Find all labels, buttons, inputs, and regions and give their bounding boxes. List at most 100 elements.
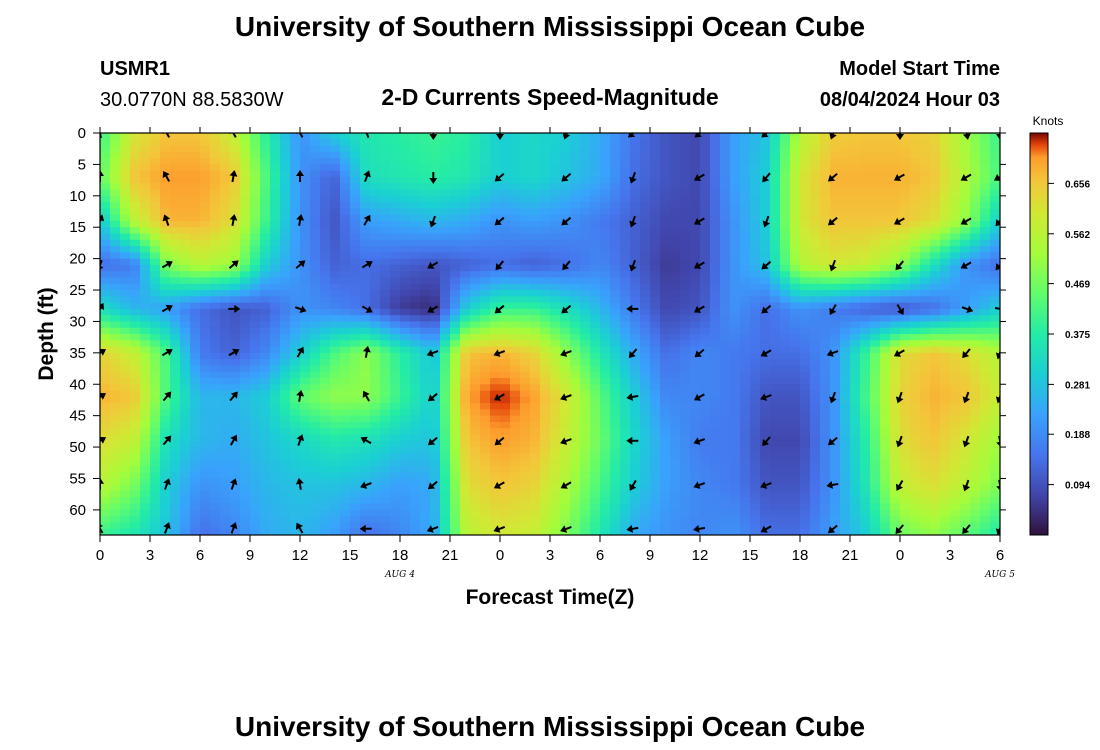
heatmap-cell (490, 302, 501, 310)
heatmap-cell (740, 202, 751, 209)
heatmap-cell (450, 428, 461, 436)
heatmap-cell (480, 315, 491, 323)
heatmap-cell (530, 377, 541, 385)
heatmap-cell (290, 321, 301, 329)
heatmap-cell (630, 195, 641, 203)
heatmap-cell (330, 145, 341, 153)
heatmap-cell (840, 447, 851, 454)
heatmap-cell (240, 334, 251, 341)
heatmap-cell (870, 315, 881, 323)
heatmap-cell (840, 252, 851, 260)
heatmap-cell (680, 352, 691, 360)
heatmap-cell (520, 396, 531, 404)
heatmap-cell (620, 453, 631, 461)
heatmap-cell (880, 377, 891, 385)
heatmap-cell (500, 233, 511, 241)
heatmap-cell (890, 239, 901, 247)
heatmap-cell (650, 428, 661, 436)
heatmap-cell (940, 233, 951, 241)
heatmap-cell (610, 271, 621, 279)
heatmap-cell (720, 390, 731, 398)
heatmap-cell (220, 428, 231, 436)
heatmap-cell (350, 384, 361, 392)
heatmap-cell (270, 283, 281, 291)
heatmap-cell (950, 145, 961, 153)
heatmap-cell (570, 277, 581, 285)
heatmap-cell (100, 327, 111, 335)
heatmap-cell (600, 214, 611, 222)
heatmap-cell (920, 227, 931, 235)
heatmap-cell (230, 277, 241, 285)
heatmap-cell (330, 384, 341, 392)
heatmap-cell (670, 133, 681, 140)
heatmap-cell (300, 465, 311, 473)
heatmap-cell (920, 377, 931, 385)
heatmap-cell (180, 409, 191, 417)
heatmap-cell (350, 145, 361, 153)
heatmap-cell (400, 321, 411, 329)
heatmap-cell (730, 409, 741, 417)
heatmap-cell (180, 453, 191, 461)
heatmap-cell (240, 271, 251, 279)
heatmap-cell (460, 164, 471, 172)
heatmap-cell (870, 220, 881, 228)
heatmap-cell (530, 334, 541, 341)
heatmap-cell (160, 352, 171, 360)
heatmap-cell (150, 384, 161, 392)
heatmap-cell (830, 359, 841, 367)
heatmap-cell (470, 195, 481, 203)
heatmap-cell (330, 271, 341, 279)
heatmap-cell (510, 403, 521, 410)
heatmap-cell (530, 465, 541, 473)
heatmap-cell (820, 220, 831, 228)
heatmap-cell (360, 271, 371, 279)
heatmap-cell (150, 415, 161, 423)
heatmap-cell (350, 264, 361, 272)
heatmap-cell (560, 183, 571, 191)
heatmap-cell (310, 296, 321, 304)
heatmap-cell (970, 246, 981, 253)
heatmap-cell (940, 421, 951, 429)
heatmap-cell (160, 220, 171, 228)
heatmap-cell (920, 271, 931, 279)
heatmap-cell (790, 453, 801, 461)
heatmap-cell (480, 334, 491, 341)
heatmap-cell (170, 384, 181, 392)
heatmap-cell (330, 252, 341, 260)
heatmap-cell (500, 315, 511, 323)
heatmap-cell (970, 472, 981, 480)
heatmap-cell (460, 214, 471, 222)
heatmap-cell (270, 233, 281, 241)
heatmap-cell (230, 409, 241, 417)
heatmap-cell (900, 133, 911, 140)
heatmap-cell (570, 208, 581, 216)
heatmap-cell (750, 258, 761, 266)
heatmap-cell (210, 447, 221, 454)
heatmap-cell (260, 346, 271, 354)
heatmap-cell (190, 409, 201, 417)
heatmap-cell (500, 377, 511, 385)
heatmap-cell (680, 214, 691, 222)
heatmap-cell (850, 277, 861, 285)
heatmap-cell (620, 277, 631, 285)
heatmap-cell (220, 340, 231, 348)
heatmap-cell (930, 371, 941, 379)
heatmap-cell (350, 352, 361, 360)
heatmap-cell (140, 246, 151, 253)
heatmap-cell (120, 283, 131, 291)
heatmap-cell (420, 271, 431, 279)
heatmap-cell (350, 396, 361, 404)
heatmap-cell (770, 302, 781, 310)
heatmap-cell (630, 239, 641, 247)
heatmap-cell (640, 465, 651, 473)
figure-title: University of Southern Mississippi Ocean… (235, 11, 865, 42)
heatmap-cell (560, 252, 571, 260)
heatmap-cell (280, 384, 291, 392)
heatmap-cell (560, 346, 571, 354)
heatmap-cell (240, 183, 251, 191)
heatmap-cell (760, 227, 771, 235)
heatmap-cell (820, 164, 831, 172)
heatmap-cell (960, 384, 971, 392)
heatmap-cell (110, 139, 121, 147)
heatmap-cell (810, 233, 821, 241)
